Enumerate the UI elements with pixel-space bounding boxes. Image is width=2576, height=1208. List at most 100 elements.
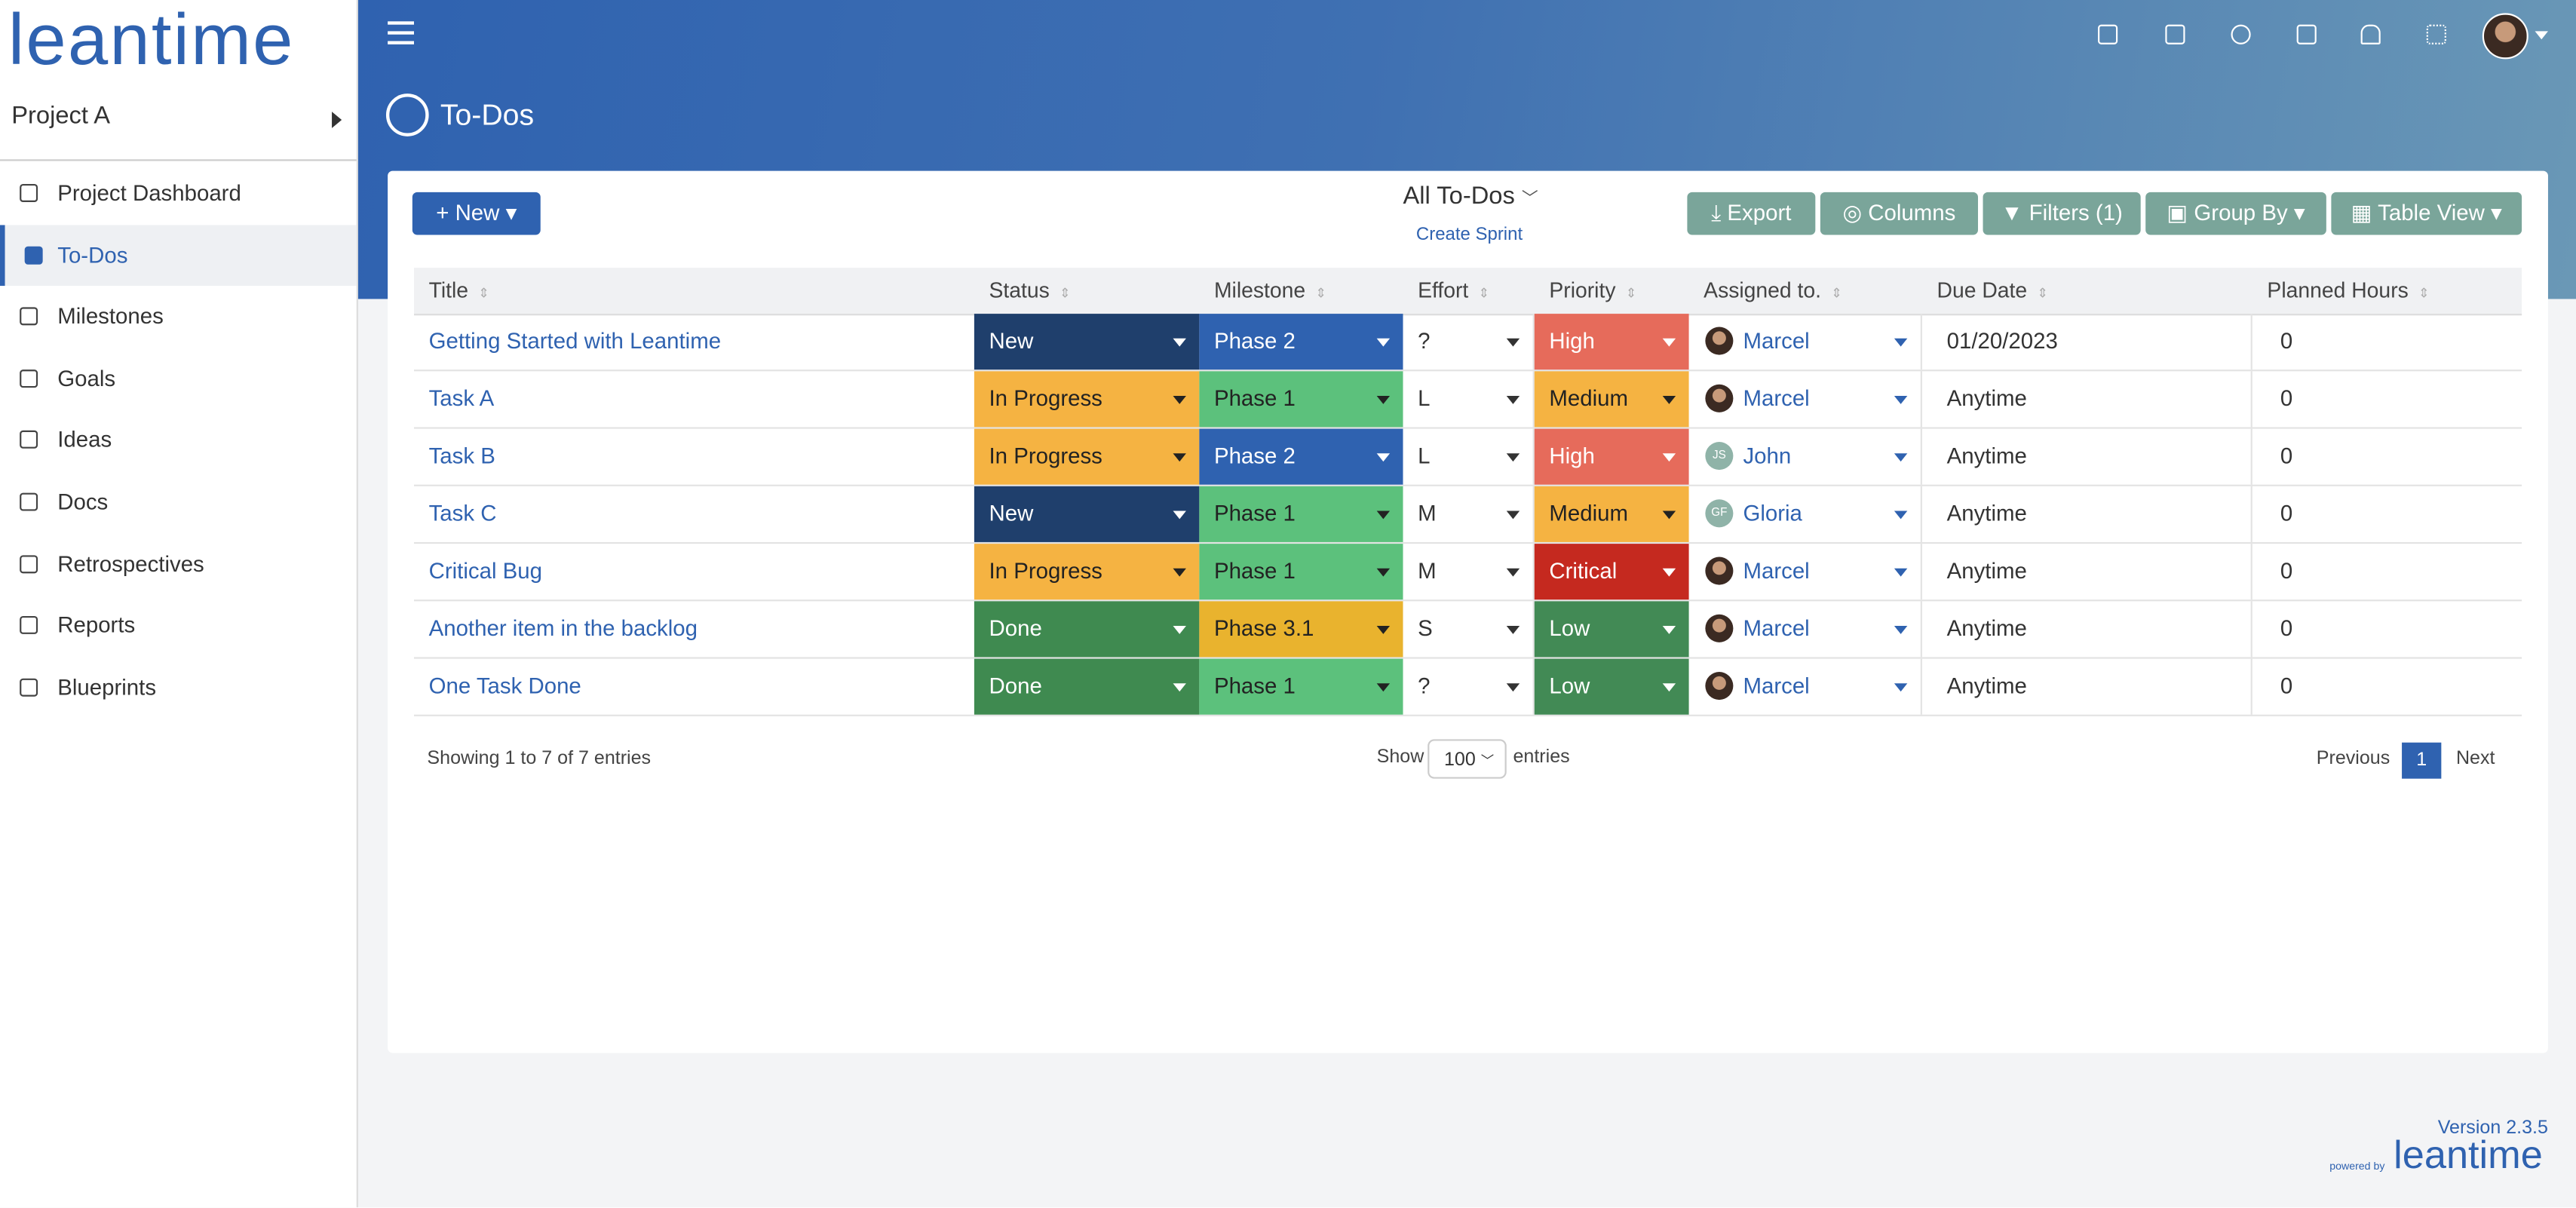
priority-select[interactable]: Low [1534, 658, 1689, 715]
task-title[interactable]: One Task Done [428, 673, 581, 698]
assignee-select[interactable]: Marcel [1689, 658, 1922, 715]
nav-item[interactable]: Milestones [0, 286, 357, 347]
priority-select[interactable]: Medium [1534, 486, 1689, 542]
table-row: Task C New Phase 1 M Medium GF Gloria Anytime 0 [413, 486, 2522, 544]
table-view-button[interactable]: ▦ Table View ▾ [2331, 192, 2522, 235]
column-header[interactable]: Milestone ⇕ [1199, 268, 1403, 314]
priority-select[interactable]: High [1534, 314, 1689, 370]
status-select[interactable]: Done [974, 601, 1200, 658]
briefcase-icon[interactable] [2165, 24, 2185, 44]
column-header[interactable]: Assigned to. ⇕ [1689, 268, 1922, 314]
task-title[interactable]: Task A [428, 385, 495, 411]
next-button[interactable]: Next [2455, 749, 2495, 769]
due-date[interactable]: Anytime [1922, 371, 2252, 428]
planned-hours[interactable]: 0 [2280, 558, 2293, 584]
assignee-select[interactable]: JS John [1689, 428, 1922, 485]
milestone-select[interactable]: Phase 1 [1199, 544, 1403, 600]
page-button[interactable]: 1 [2402, 742, 2442, 779]
milestone-select[interactable]: Phase 1 [1199, 658, 1403, 715]
assignee-select[interactable]: Marcel [1689, 601, 1922, 658]
column-header[interactable]: Effort ⇕ [1403, 268, 1534, 314]
page-size-select[interactable]: 100 ﹀ [1428, 739, 1507, 779]
effort-select[interactable]: L [1403, 371, 1535, 428]
nav-item[interactable]: Goals [0, 348, 357, 409]
task-title[interactable]: Task C [428, 501, 497, 526]
clock-icon[interactable] [2231, 24, 2251, 44]
column-header[interactable]: Status ⇕ [974, 268, 1199, 314]
home-icon[interactable] [2098, 24, 2118, 44]
nav-item[interactable]: Blueprints [0, 657, 357, 718]
nav-item[interactable]: Ideas [0, 409, 357, 471]
planned-hours[interactable]: 0 [2280, 673, 2293, 698]
task-title[interactable]: Getting Started with Leantime [428, 328, 722, 354]
planned-hours[interactable]: 0 [2280, 501, 2293, 526]
priority-select[interactable]: Critical [1534, 544, 1689, 600]
nav-item[interactable]: Reports [0, 595, 357, 656]
export-button[interactable]: ⤓ Export [1687, 192, 1816, 235]
effort-select[interactable]: ? [1403, 314, 1535, 370]
effort-select[interactable]: L [1403, 428, 1535, 485]
effort-select[interactable]: ? [1403, 658, 1535, 715]
calendar-icon[interactable] [2296, 24, 2317, 44]
new-button[interactable]: + New ▾ [412, 192, 541, 235]
nav-item[interactable]: To-Dos [0, 224, 357, 286]
assignee-select[interactable]: Marcel [1689, 314, 1922, 370]
column-header[interactable]: Priority ⇕ [1535, 268, 1689, 314]
user-avatar[interactable] [2482, 13, 2528, 60]
view-selector[interactable]: All To-Dos ﹀ [1403, 182, 1538, 210]
filters-button[interactable]: ▼ Filters (1) [1983, 192, 2141, 235]
priority-select[interactable]: High [1534, 428, 1689, 485]
table-view-label: Table View [2378, 200, 2485, 225]
nav-item[interactable]: Docs [0, 471, 357, 532]
apps-icon[interactable] [2426, 24, 2446, 44]
task-title[interactable]: Another item in the backlog [428, 615, 698, 641]
due-date[interactable]: Anytime [1922, 428, 2252, 485]
project-selector[interactable]: Project A [11, 102, 111, 130]
status-select[interactable]: In Progress [974, 428, 1200, 485]
assignee-select[interactable]: Marcel [1689, 371, 1922, 428]
planned-hours[interactable]: 0 [2280, 328, 2293, 354]
bell-icon[interactable] [2360, 24, 2381, 44]
priority-select[interactable]: Low [1534, 601, 1689, 658]
effort-select[interactable]: S [1403, 601, 1535, 658]
column-header[interactable]: Title ⇕ [414, 268, 974, 314]
milestone-select[interactable]: Phase 1 [1199, 371, 1403, 428]
task-title[interactable]: Task B [428, 443, 495, 468]
milestone-select[interactable]: Phase 1 [1199, 486, 1403, 542]
status-select[interactable]: In Progress [974, 371, 1200, 428]
due-date[interactable]: Anytime [1922, 658, 2252, 715]
assignee-avatar [1705, 556, 1734, 585]
column-header[interactable]: Due Date ⇕ [1922, 268, 2252, 314]
nav-item[interactable]: Project Dashboard [0, 163, 357, 224]
planned-hours[interactable]: 0 [2280, 443, 2293, 468]
nav-item[interactable]: Retrospectives [0, 533, 357, 594]
milestone-select[interactable]: Phase 3.1 [1199, 601, 1403, 658]
assignee-select[interactable]: GF Gloria [1689, 486, 1922, 542]
planned-hours[interactable]: 0 [2280, 385, 2293, 411]
status-select[interactable]: In Progress [974, 544, 1200, 600]
due-date[interactable]: 01/20/2023 [1922, 314, 2252, 370]
milestone-select[interactable]: Phase 2 [1199, 428, 1403, 485]
footer-logo[interactable]: leantime [2394, 1133, 2543, 1179]
effort-select[interactable]: M [1403, 486, 1535, 542]
menu-toggle[interactable] [388, 21, 414, 44]
due-date[interactable]: Anytime [1922, 486, 2252, 542]
create-sprint-link[interactable]: Create Sprint [1415, 225, 1523, 245]
group-by-button[interactable]: ▣ Group By ▾ [2145, 192, 2326, 235]
due-date[interactable]: Anytime [1922, 601, 2252, 658]
table-info: Showing 1 to 7 of 7 entries [427, 749, 652, 769]
status-select[interactable]: Done [974, 658, 1200, 715]
priority-select[interactable]: Medium [1534, 371, 1689, 428]
task-title[interactable]: Critical Bug [428, 558, 542, 584]
effort-select[interactable]: M [1403, 544, 1535, 600]
column-header[interactable]: Planned Hours ⇕ [2252, 268, 2522, 314]
logo[interactable]: leantime [8, 0, 295, 81]
status-select[interactable]: New [974, 314, 1200, 370]
due-date[interactable]: Anytime [1922, 544, 2252, 600]
previous-button[interactable]: Previous [2316, 749, 2390, 769]
columns-button[interactable]: ◎ Columns [1820, 192, 1978, 235]
planned-hours[interactable]: 0 [2280, 615, 2293, 641]
assignee-select[interactable]: Marcel [1689, 544, 1922, 600]
status-select[interactable]: New [974, 486, 1200, 542]
milestone-select[interactable]: Phase 2 [1199, 314, 1403, 370]
